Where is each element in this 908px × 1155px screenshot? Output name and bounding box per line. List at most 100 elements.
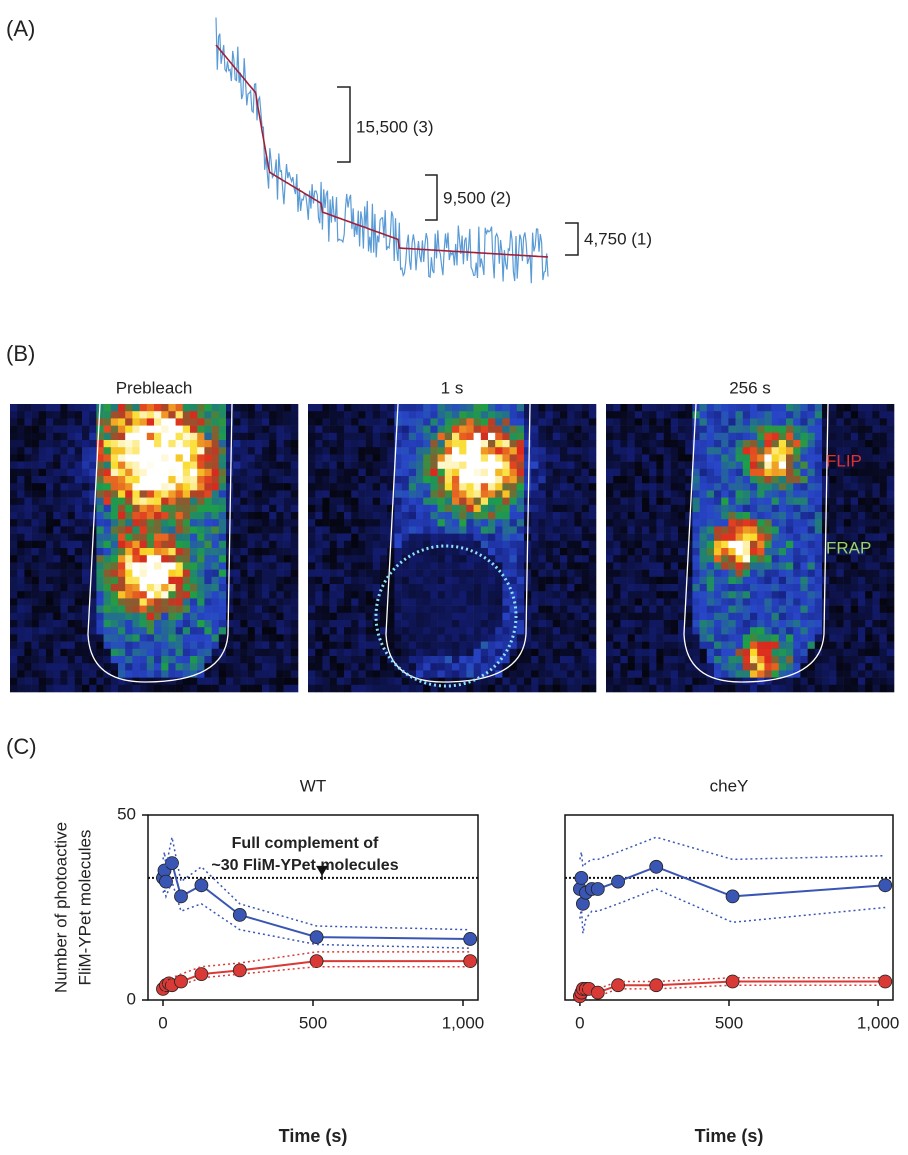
pixel	[481, 562, 489, 570]
pixel	[502, 476, 510, 484]
pixel	[423, 433, 431, 441]
pixel	[176, 411, 184, 419]
pixel	[240, 454, 248, 462]
pixel	[714, 519, 722, 527]
pixel	[793, 498, 801, 506]
pixel	[815, 634, 823, 642]
pixel	[851, 490, 859, 498]
pixel	[240, 598, 248, 606]
pixel	[613, 663, 621, 671]
pixel	[430, 498, 438, 506]
pixel	[635, 620, 643, 628]
pixel	[635, 570, 643, 578]
pixel	[132, 656, 140, 664]
pixel	[452, 454, 460, 462]
pixel	[736, 440, 744, 448]
pixel	[800, 426, 808, 434]
pixel	[808, 577, 816, 585]
pixel	[68, 505, 76, 513]
pixel	[276, 490, 284, 498]
pixel	[219, 584, 227, 592]
pixel	[262, 591, 270, 599]
pixel	[75, 404, 83, 412]
pixel	[322, 613, 330, 621]
pixel	[60, 462, 68, 470]
pixel	[168, 642, 176, 650]
pixel	[10, 426, 18, 434]
pixel	[538, 483, 546, 491]
pixel	[10, 562, 18, 570]
pixel	[743, 670, 751, 678]
pixel	[291, 433, 299, 441]
pixel	[466, 606, 474, 614]
pixel	[887, 462, 895, 470]
pixel	[502, 433, 510, 441]
pixel	[197, 483, 205, 491]
pixel	[531, 526, 539, 534]
pixel	[10, 577, 18, 585]
pixel	[495, 490, 503, 498]
pixel	[111, 685, 119, 693]
pixel	[721, 663, 729, 671]
pixel	[786, 555, 794, 563]
pixel	[815, 555, 823, 563]
pixel	[322, 642, 330, 650]
pixel	[620, 598, 628, 606]
pixel	[96, 642, 104, 650]
pixel	[104, 490, 112, 498]
pixel	[226, 454, 234, 462]
pixel	[168, 469, 176, 477]
pixel	[380, 577, 388, 585]
pixel	[656, 577, 664, 585]
pixel	[445, 577, 453, 585]
pixel	[445, 584, 453, 592]
pixel	[111, 663, 119, 671]
pixel	[815, 404, 823, 412]
pixel	[125, 591, 133, 599]
pixel	[574, 606, 582, 614]
pixel	[474, 462, 482, 470]
pixel	[793, 627, 801, 635]
pixel	[351, 462, 359, 470]
pixel	[75, 519, 83, 527]
pixel	[387, 678, 395, 686]
pixel	[620, 454, 628, 462]
pixel	[524, 606, 532, 614]
pixel	[671, 426, 679, 434]
pixel	[10, 663, 18, 671]
pixel	[538, 433, 546, 441]
pixel	[779, 570, 787, 578]
pixel	[53, 663, 61, 671]
pixel	[560, 490, 568, 498]
pixel	[510, 670, 517, 678]
pixel	[750, 591, 758, 599]
pixel	[248, 447, 256, 455]
pixel	[423, 606, 431, 614]
pixel	[538, 663, 546, 671]
pixel	[714, 404, 722, 412]
pixel	[728, 534, 736, 542]
pixel	[351, 404, 359, 412]
pixel	[322, 512, 330, 520]
pixel	[183, 656, 191, 664]
pixel	[700, 411, 708, 419]
pixel	[39, 469, 47, 477]
pixel	[692, 613, 700, 621]
pixel	[53, 447, 61, 455]
pixel	[858, 505, 866, 513]
pixel	[510, 411, 517, 419]
pixel	[39, 663, 47, 671]
pixel	[671, 462, 679, 470]
pixel	[546, 584, 554, 592]
pixel	[728, 642, 736, 650]
pixel	[606, 670, 614, 678]
pixel	[176, 649, 184, 657]
pixel	[743, 519, 751, 527]
pixel	[582, 512, 590, 520]
pixel	[430, 534, 438, 542]
pixel	[858, 440, 866, 448]
pixel	[452, 548, 460, 556]
pixel	[721, 613, 729, 621]
pixel	[161, 433, 169, 441]
pixel	[39, 426, 47, 434]
